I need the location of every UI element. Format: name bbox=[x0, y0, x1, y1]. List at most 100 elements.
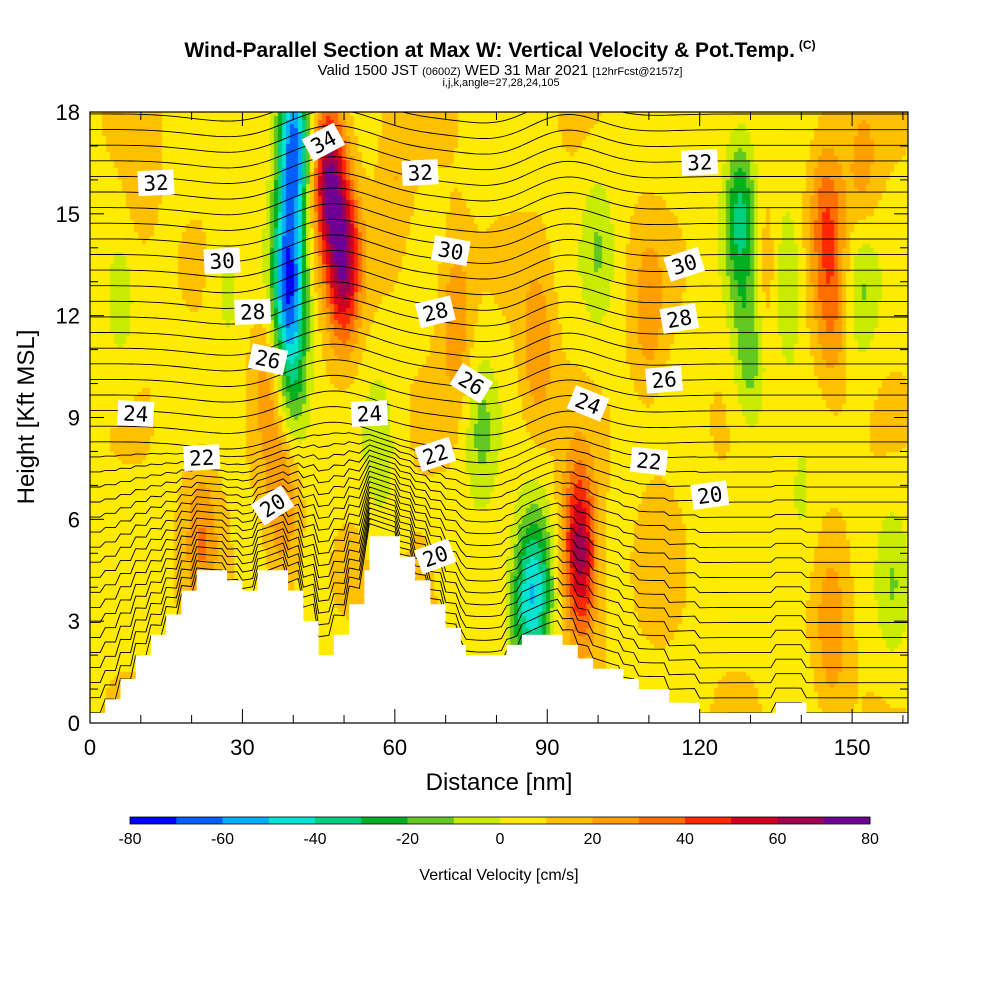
isentrope-line bbox=[90, 112, 908, 124]
colorbar-swatch bbox=[407, 817, 455, 824]
isentrope-label-text: 28 bbox=[420, 298, 450, 327]
isentrope-line bbox=[90, 296, 908, 327]
isentrope-line bbox=[90, 486, 908, 609]
isentrope-label-text: 22 bbox=[635, 448, 663, 475]
y-tick-label: 3 bbox=[68, 609, 80, 634]
isentrope-label-text: 30 bbox=[209, 249, 236, 274]
isentrope-label: 24 bbox=[350, 400, 389, 428]
colorbar-swatch bbox=[315, 817, 362, 824]
isentrope-line bbox=[90, 475, 908, 579]
isentrope-line bbox=[90, 491, 908, 624]
isentrope-label-text: 22 bbox=[189, 446, 216, 471]
subtitle-utc-time: (0600Z) bbox=[422, 66, 461, 78]
colorbar-tick-label: 0 bbox=[496, 831, 505, 848]
x-axis-label: Distance [nm] bbox=[426, 769, 573, 796]
isentrope-line bbox=[90, 390, 908, 421]
isentrope-label-text: 20 bbox=[696, 482, 724, 509]
chart-title-text: Wind-Parallel Section at Max W: Vertical… bbox=[184, 39, 795, 62]
isentrope-label: 26 bbox=[247, 343, 289, 376]
isentrope-line bbox=[90, 171, 908, 202]
isentrope-line bbox=[90, 406, 908, 436]
isentrope-label-text: 32 bbox=[686, 150, 713, 175]
isentrope-line bbox=[90, 439, 908, 475]
isentrope-label: 22 bbox=[183, 444, 221, 472]
isentrope-label: 22 bbox=[629, 446, 669, 476]
isentrope-line bbox=[90, 79, 908, 108]
colorbar: -80 -60 -40 -20 0 20 40 60 80 Vertical Velocity … bbox=[118, 816, 879, 884]
isentrope-label: 30 bbox=[203, 247, 241, 275]
isentrope-line bbox=[90, 359, 908, 389]
isentrope-label: 20 bbox=[414, 538, 457, 575]
isentrope-line bbox=[90, 125, 908, 155]
isentrope-label-text: 28 bbox=[240, 300, 266, 325]
isentrope-label: 28 bbox=[659, 303, 700, 335]
x-tick-label: 120 bbox=[681, 735, 718, 760]
isentrope-line bbox=[90, 140, 908, 171]
isentrope-label-text: 24 bbox=[356, 401, 383, 426]
isentrope-label-text: 26 bbox=[650, 367, 677, 393]
colorbar-swatch bbox=[546, 817, 593, 824]
colorbar-frame bbox=[129, 816, 871, 825]
colorbar-swatch bbox=[361, 817, 408, 824]
terrain-mask bbox=[90, 536, 908, 723]
colorbar-swatch bbox=[453, 817, 501, 824]
isentrope-label: 26 bbox=[645, 365, 684, 394]
isentrope-line bbox=[90, 421, 908, 452]
y-axis-label: Height [Kft MSL] bbox=[13, 330, 40, 505]
y-tick-label: 18 bbox=[56, 100, 80, 125]
y-tick-label: 15 bbox=[56, 202, 80, 227]
x-axis: 0 30 60 90 120 150 Distance [nm] bbox=[84, 735, 871, 796]
colorbar-tick-label: 40 bbox=[676, 831, 694, 848]
colorbar-tick-label: 60 bbox=[769, 831, 787, 848]
colorbar-swatch bbox=[592, 817, 640, 824]
x-tick-label: 90 bbox=[535, 735, 559, 760]
colorbar-tick-label: -20 bbox=[396, 831, 419, 848]
isentrope-line bbox=[90, 265, 908, 296]
colorbar-swatch bbox=[222, 817, 270, 824]
isentrope-line bbox=[90, 432, 908, 464]
isentrope-label-text: 26 bbox=[253, 345, 283, 374]
isentrope-line bbox=[90, 460, 908, 533]
x-tick-label: 150 bbox=[834, 735, 871, 760]
isentrope-line bbox=[90, 481, 908, 594]
isentrope-label-text: 32 bbox=[407, 160, 434, 185]
isentrope-line bbox=[90, 507, 908, 669]
y-tick-label: 6 bbox=[68, 507, 80, 532]
isentrope-label: 28 bbox=[414, 295, 456, 329]
chart-subtitle-indices: i,j,k,angle=27,28,24,105 bbox=[442, 77, 560, 89]
colorbar-swatch bbox=[130, 817, 177, 824]
isentrope-label: 20 bbox=[690, 480, 730, 510]
colorbar-tick-label: -40 bbox=[303, 831, 326, 848]
isentrope-line bbox=[90, 470, 908, 564]
isentrope-line bbox=[90, 218, 908, 249]
colorbar-swatch bbox=[176, 817, 223, 824]
minor-ticks bbox=[89, 111, 908, 724]
y-tick-label: 0 bbox=[68, 711, 80, 736]
isentrope-label-text: 28 bbox=[665, 305, 694, 333]
colorbar-swatch bbox=[777, 817, 825, 824]
y-tick-label: 12 bbox=[56, 304, 80, 329]
colorbar-tick-label: 80 bbox=[861, 831, 879, 848]
isentrope-line bbox=[90, 449, 908, 503]
isentrope-label-text: 30 bbox=[436, 237, 465, 265]
colorbar-tick-label: -80 bbox=[118, 831, 141, 848]
isentrope-line bbox=[90, 203, 908, 233]
colorbar-label: Vertical Velocity [cm/s] bbox=[419, 867, 578, 884]
isentrope-line bbox=[90, 328, 908, 358]
x-tick-label: 60 bbox=[383, 735, 407, 760]
colorbar-swatch bbox=[638, 817, 686, 824]
isentrope-line bbox=[90, 156, 908, 186]
isentrope-label-text: 24 bbox=[122, 401, 149, 426]
isentrope-line bbox=[90, 374, 908, 405]
colorbar-swatch bbox=[268, 817, 316, 824]
colorbar-tick-label: -60 bbox=[211, 831, 234, 848]
isentrope-line bbox=[90, 496, 908, 639]
isentrope-line bbox=[90, 281, 908, 311]
x-tick-label: 0 bbox=[84, 735, 96, 760]
colorbar-swatch bbox=[823, 817, 871, 824]
y-axis: 0 3 6 9 12 15 18 Height [Kft MSL] bbox=[13, 100, 80, 736]
